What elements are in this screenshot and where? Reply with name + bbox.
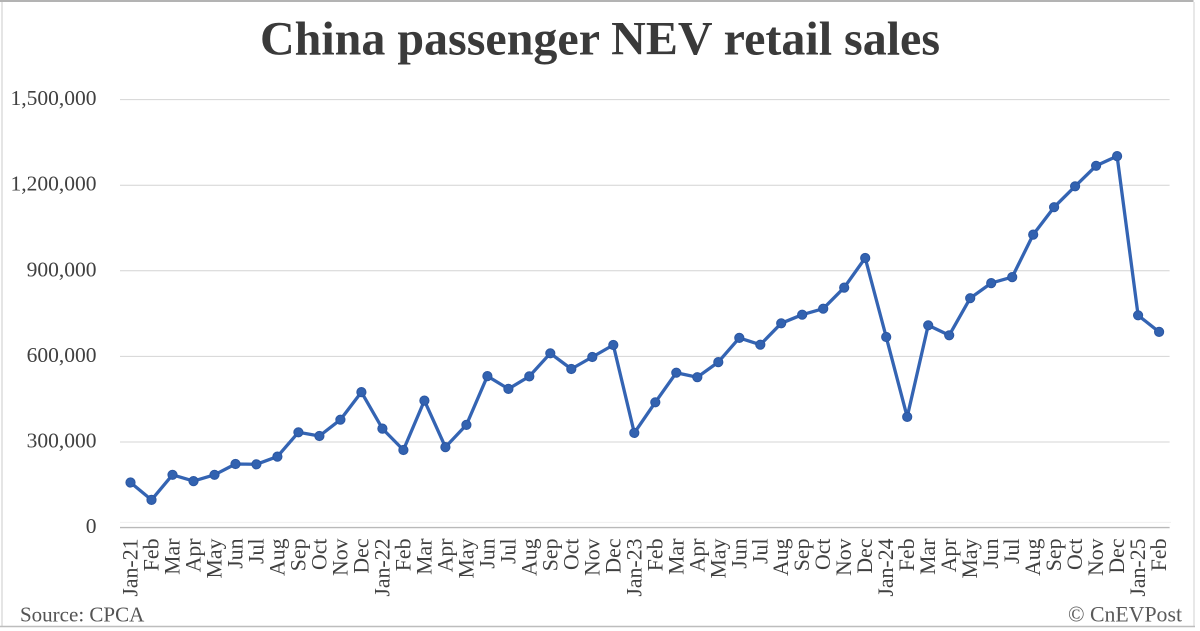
svg-text:900,000: 900,000 [27,257,97,281]
svg-text:Jun: Jun [475,538,499,568]
svg-text:Source: CPCA: Source: CPCA [20,603,145,627]
svg-text:Jul: Jul [244,539,268,564]
svg-text:Apr: Apr [182,538,206,573]
svg-text:May: May [958,538,982,578]
svg-text:Apr: Apr [685,538,709,573]
svg-text:Dec: Dec [1105,539,1129,574]
svg-text:Nov: Nov [1084,538,1108,576]
svg-text:May: May [203,538,227,578]
svg-text:Nov: Nov [832,538,856,576]
svg-text:Oct: Oct [1063,539,1087,570]
svg-text:Nov: Nov [580,538,604,576]
svg-text:© CnEVPost: © CnEVPost [1068,603,1182,627]
svg-text:Apr: Apr [433,538,457,573]
svg-text:China passenger NEV retail sal: China passenger NEV retail sales [260,13,940,66]
svg-text:Jan-21: Jan-21 [119,539,143,597]
svg-text:1,500,000: 1,500,000 [11,86,97,110]
svg-text:Aug: Aug [517,538,541,576]
svg-text:May: May [706,538,730,578]
svg-text:Mar: Mar [916,538,940,575]
svg-text:0: 0 [86,514,97,538]
svg-text:Feb: Feb [391,538,415,571]
svg-text:Feb: Feb [895,538,919,571]
svg-text:Oct: Oct [559,539,583,570]
svg-text:300,000: 300,000 [27,429,97,453]
svg-text:Feb: Feb [140,538,164,571]
svg-text:Apr: Apr [937,538,961,573]
svg-text:Jun: Jun [224,538,248,568]
svg-text:Feb: Feb [643,538,667,571]
svg-text:Jan-24: Jan-24 [874,538,898,596]
svg-text:Oct: Oct [307,539,331,570]
svg-text:Jul: Jul [1000,539,1024,564]
svg-text:Sep: Sep [538,538,562,571]
svg-text:Feb: Feb [1147,538,1171,571]
svg-text:Aug: Aug [769,538,793,576]
svg-text:Sep: Sep [286,538,310,571]
svg-text:Aug: Aug [1021,538,1045,576]
svg-text:Dec: Dec [853,539,877,574]
svg-text:Jan-22: Jan-22 [370,539,394,597]
svg-text:Dec: Dec [601,539,625,574]
svg-text:Mar: Mar [412,538,436,575]
svg-text:Sep: Sep [1042,538,1066,571]
svg-text:Jul: Jul [748,539,772,564]
svg-text:Jul: Jul [496,539,520,564]
svg-text:Mar: Mar [664,538,688,575]
svg-text:Jun: Jun [979,538,1003,568]
svg-text:Aug: Aug [265,538,289,576]
svg-text:1,200,000: 1,200,000 [11,172,97,196]
svg-text:May: May [454,538,478,578]
svg-text:Sep: Sep [790,538,814,571]
svg-text:Jun: Jun [727,538,751,568]
svg-text:Oct: Oct [811,539,835,570]
svg-text:Jan-23: Jan-23 [622,538,646,596]
svg-text:Nov: Nov [328,538,352,576]
svg-text:Mar: Mar [161,538,185,575]
svg-text:Jan-25: Jan-25 [1126,538,1150,596]
svg-text:600,000: 600,000 [27,343,97,367]
svg-text:Dec: Dec [349,539,373,574]
